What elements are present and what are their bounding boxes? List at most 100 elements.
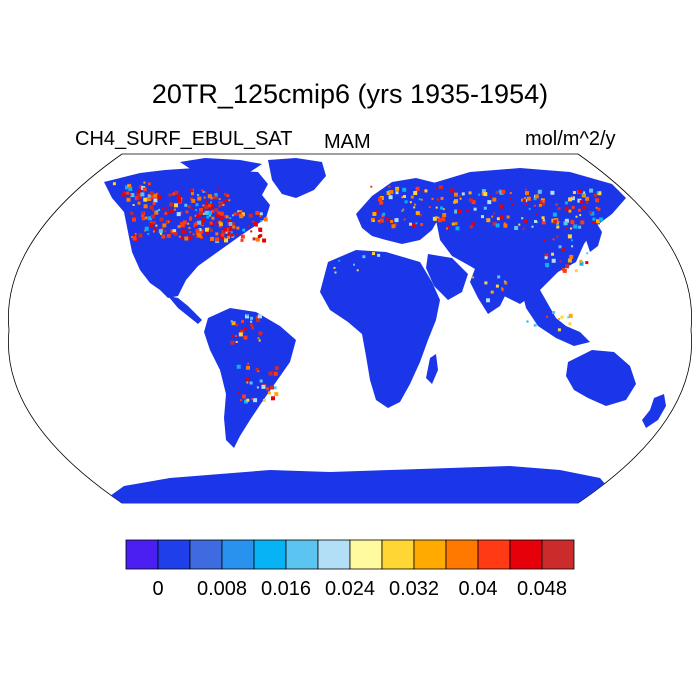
hotspot-cell [199,211,204,216]
hotspot-cell [542,219,545,222]
hotspot-cell [377,253,381,257]
hotspot-cell [225,215,229,219]
hotspot-cell [214,223,217,225]
hotspot-cell [125,185,129,190]
hotspot-cell [362,255,366,259]
hotspot-cell [201,218,206,223]
hotspot-cell [403,195,406,198]
hotspot-cell [149,205,154,210]
hotspot-cell [533,204,536,207]
hotspot-cell [390,220,394,223]
hotspot-cell [503,223,508,228]
hotspot-cell [473,207,477,211]
hotspot-cell [206,199,209,202]
hotspot-cell [436,188,439,190]
hotspot-cell [153,228,157,232]
colorbar-swatch [445,539,479,570]
hotspot-cell [493,212,496,215]
hotspot-cell [189,231,192,233]
hotspot-cell [207,194,212,199]
hotspot-cell [219,216,224,221]
hotspot-cell [144,226,149,231]
hotspot-cell [176,212,181,217]
hotspot-cell [185,210,189,214]
hotspot-cell [152,220,156,224]
hotspot-cell [379,218,384,223]
hotspot-cell [200,222,204,225]
hotspot-cell [472,276,475,279]
hotspot-cell [159,232,162,235]
hotspot-cell [486,218,491,223]
hotspot-cell [489,195,492,198]
hotspot-cell [579,259,583,263]
hotspot-cell [215,212,220,217]
hotspot-cell [446,227,448,230]
hotspot-cell [226,194,230,198]
hotspot-cell [524,203,528,206]
hotspot-cell [570,196,575,201]
hotspot-cell [262,238,267,243]
hotspot-cell [552,238,555,241]
colorbar-tick-label: 0.016 [260,578,312,600]
hotspot-cell [437,216,440,219]
hotspot-cell [189,189,193,193]
hotspot-cell [180,236,184,240]
hotspot-cell [260,220,263,222]
hotspot-cell [240,399,242,402]
colorbar-tick-label: 0.008 [196,578,248,600]
hotspot-cell [568,197,573,202]
hotspot-cell [503,280,506,283]
hotspot-cell [258,339,261,342]
hotspot-cell [147,194,151,198]
hotspot-cell [481,189,486,194]
hotspot-cell [440,206,443,210]
hotspot-cell [256,386,259,389]
hotspot-cell [169,202,174,207]
hotspot-cell [232,222,236,226]
hotspot-cell [555,203,559,207]
hotspot-cell [541,202,545,206]
hotspot-cell [180,222,183,226]
hotspot-cell [237,210,241,214]
hotspot-cell [557,221,560,223]
hotspot-cell [540,198,545,203]
hotspot-cell [556,221,559,225]
hotspot-cell [152,209,155,212]
hotspot-cell [501,189,506,194]
hotspot-cell [415,222,418,225]
hotspot-cell [205,202,208,205]
hotspot-cell [552,311,556,314]
hotspot-cell [235,323,239,327]
hotspot-cell [160,227,164,231]
hotspot-cell [490,290,494,294]
hotspot-cell [509,192,512,195]
hotspot-cell [197,194,200,196]
hotspot-cell [558,317,561,320]
hotspot-cell [250,320,253,323]
hotspot-cell [202,212,205,215]
hotspot-cell [183,230,187,234]
hotspot-cell [223,214,227,218]
hotspot-cell [192,233,195,236]
hotspot-cell [250,230,253,233]
hotspot-cell [403,218,406,221]
hotspot-cell [210,204,213,207]
hotspot-cell [573,224,578,229]
hotspot-cell [168,193,172,197]
hotspot-cell [152,230,155,233]
landmass-antarctica [110,466,612,503]
hotspot-cell [228,227,233,232]
hotspot-cell [253,398,258,403]
hotspot-cell [274,366,279,371]
hotspot-cell [243,335,248,340]
hotspot-cell [252,237,256,241]
hotspot-cell [539,200,543,204]
hotspot-cell [486,298,490,303]
hotspot-cell [499,214,504,219]
hotspot-cell [194,221,197,224]
hotspot-cell [599,217,604,222]
hotspot-cell [228,219,232,223]
hotspot-cell [217,211,221,215]
hotspot-cell [215,237,220,242]
